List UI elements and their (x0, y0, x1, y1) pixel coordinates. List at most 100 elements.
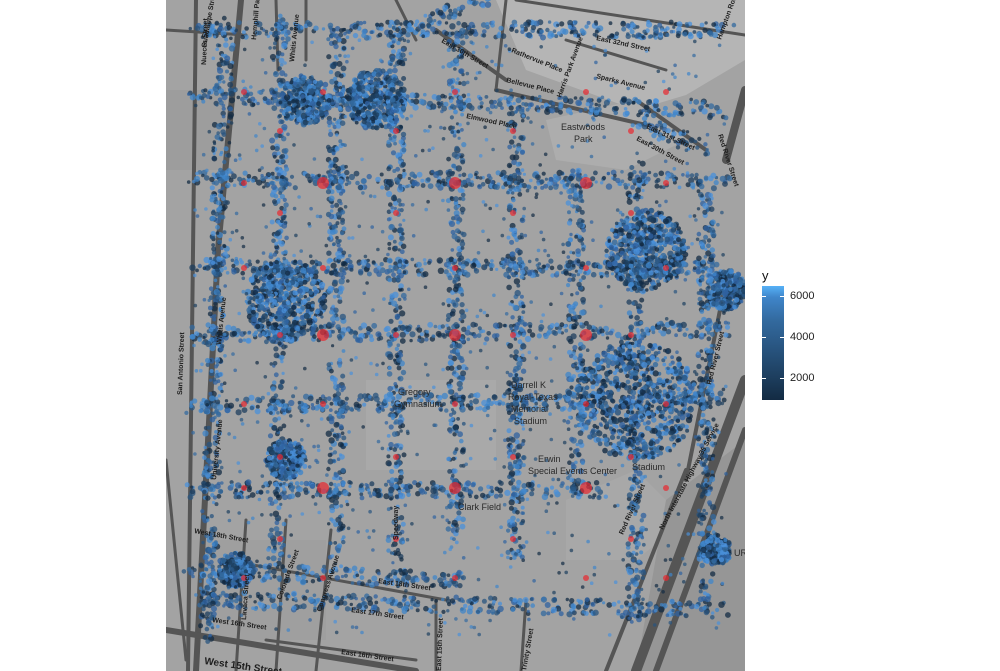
data-point (314, 573, 320, 578)
data-point (625, 33, 631, 39)
data-point (371, 575, 378, 582)
data-point (415, 261, 422, 268)
data-point (355, 180, 360, 186)
data-point (332, 499, 339, 506)
data-point (507, 275, 511, 280)
data-point (581, 227, 586, 233)
data-point (326, 37, 331, 42)
data-point (341, 535, 346, 539)
data-point (399, 22, 403, 26)
data-point (451, 349, 457, 355)
data-point (366, 263, 371, 269)
data-point (569, 477, 575, 483)
data-point (372, 392, 379, 399)
data-point (266, 564, 272, 570)
data-point (430, 487, 437, 495)
data-point (281, 222, 288, 229)
data-point (270, 171, 275, 176)
data-point (452, 424, 459, 431)
data-point (540, 596, 547, 603)
data-point (310, 405, 316, 411)
data-point (472, 398, 479, 405)
data-point (224, 55, 231, 62)
data-point (447, 504, 453, 510)
data-point (341, 27, 346, 32)
data-point (184, 482, 190, 488)
data-point (575, 204, 580, 209)
data-point (565, 419, 571, 425)
data-point (507, 96, 513, 102)
data-point (712, 31, 719, 39)
data-point (340, 574, 345, 579)
data-point (731, 22, 737, 28)
data-point (701, 108, 708, 115)
data-point (401, 540, 405, 545)
data-point (265, 592, 270, 596)
map-svg: Guadalupe Street Nueces Street Hemphill … (166, 0, 745, 671)
data-point (490, 608, 496, 614)
data-point (529, 491, 535, 497)
data-point (280, 36, 285, 41)
data-point (203, 256, 210, 264)
data-point (509, 239, 515, 245)
data-point (568, 338, 574, 345)
data-point (229, 75, 233, 80)
data-point (377, 571, 381, 576)
data-point (192, 568, 197, 572)
data-point (441, 402, 446, 407)
data-point (603, 99, 610, 106)
data-point (450, 229, 456, 235)
data-point (219, 150, 224, 155)
data-point (459, 241, 466, 247)
data-point (207, 305, 213, 311)
data-point (715, 607, 720, 613)
data-point (367, 600, 374, 606)
data-point (578, 108, 583, 113)
data-point (326, 54, 332, 60)
data-point (456, 129, 461, 134)
data-point (216, 200, 221, 206)
data-point (646, 99, 653, 106)
data-point (466, 598, 471, 604)
data-point (431, 604, 436, 609)
data-point (538, 327, 544, 332)
data-point (332, 279, 337, 284)
data-point (644, 609, 649, 614)
data-point (229, 36, 233, 41)
map-road (234, 518, 248, 671)
data-point (303, 480, 310, 487)
data-point (567, 277, 572, 283)
data-point (278, 113, 282, 118)
data-point (291, 590, 297, 597)
data-point (481, 598, 487, 604)
data-point (205, 322, 211, 328)
data-point (241, 100, 247, 106)
data-point (625, 98, 632, 105)
data-point (452, 286, 459, 293)
data-point (683, 31, 688, 36)
data-point (497, 487, 504, 494)
data-point (338, 424, 344, 430)
data-point (449, 98, 454, 103)
data-point (225, 324, 232, 331)
data-point (541, 493, 549, 501)
data-point (337, 441, 344, 448)
data-point (325, 189, 332, 195)
data-point (277, 541, 281, 546)
data-point (437, 267, 445, 274)
data-point (501, 265, 506, 270)
data-point (539, 179, 545, 185)
data-point (461, 196, 466, 202)
data-point (693, 99, 700, 105)
data-point (344, 169, 350, 176)
data-point (267, 406, 274, 413)
data-point (566, 188, 572, 195)
data-point (575, 99, 582, 107)
data-point (473, 322, 478, 327)
data-point (238, 338, 243, 344)
data-point (329, 209, 334, 213)
data-point (562, 95, 568, 101)
data-point (345, 35, 350, 39)
data-point (653, 102, 659, 109)
data-point (544, 177, 548, 181)
